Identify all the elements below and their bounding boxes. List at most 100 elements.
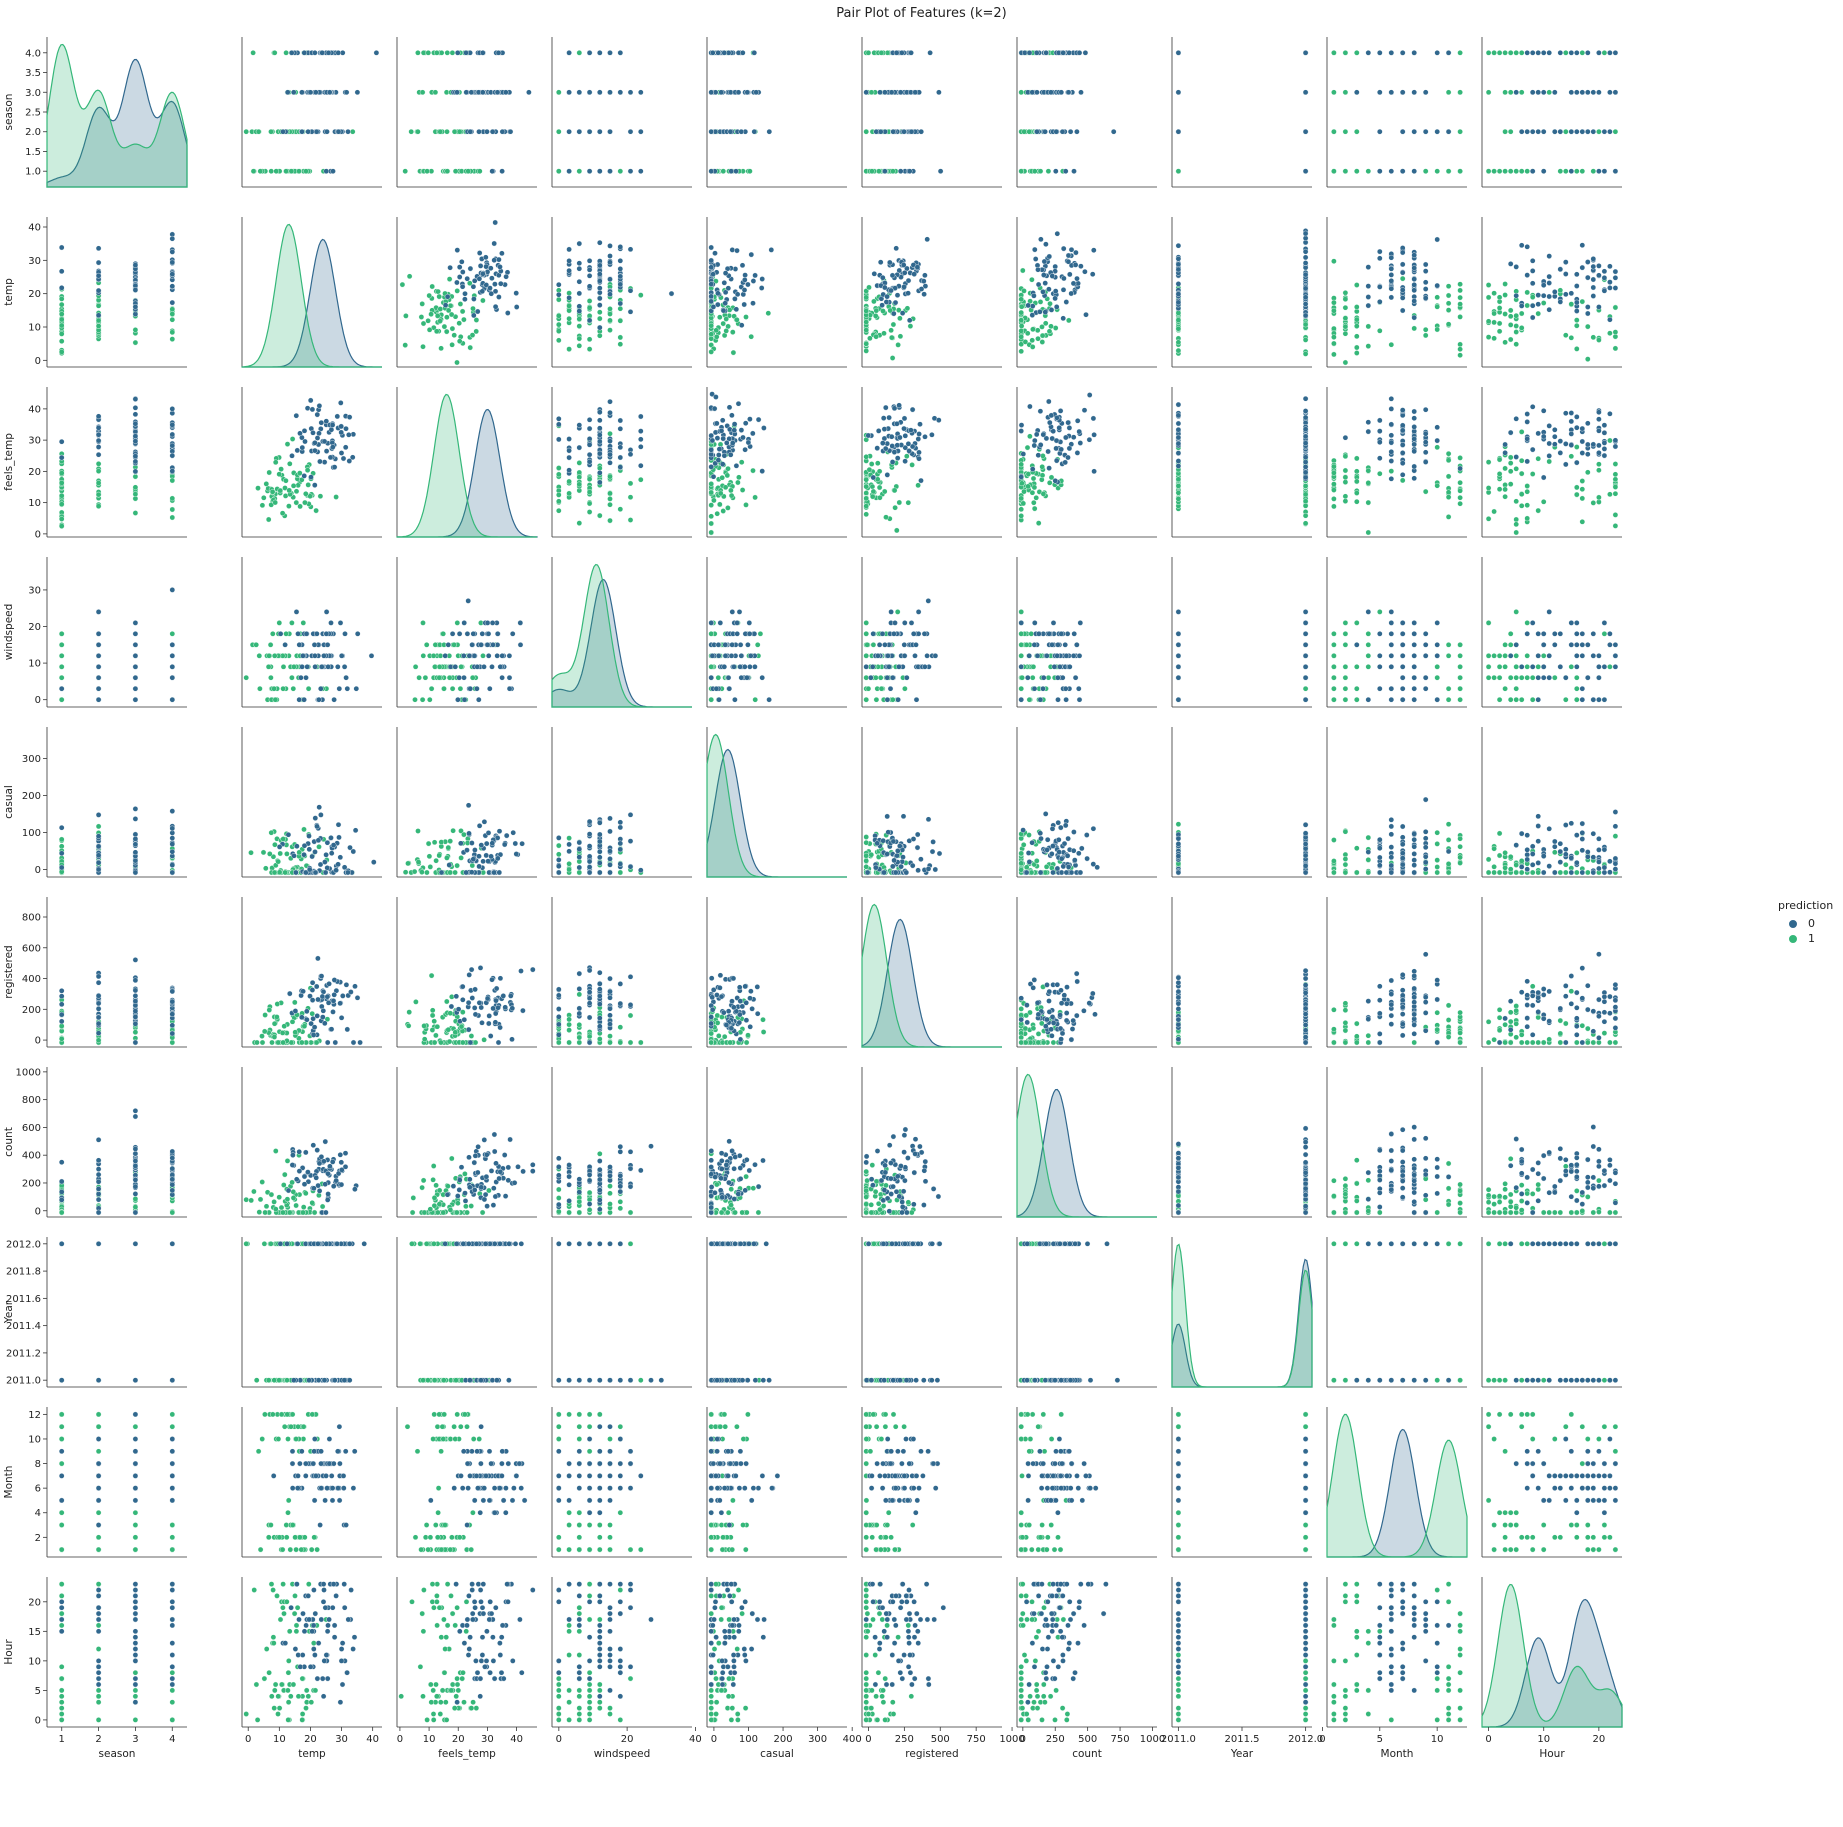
- scatter-point: [882, 90, 887, 95]
- scatter-point: [902, 642, 907, 647]
- scatter-point: [577, 241, 582, 246]
- scatter-point: [577, 50, 582, 55]
- scatter-point: [730, 440, 735, 445]
- scatter-point: [441, 686, 446, 691]
- scatter-point: [514, 291, 519, 296]
- scatter-point: [1596, 443, 1601, 448]
- scatter-point: [302, 473, 307, 478]
- scatter-point: [1486, 50, 1491, 55]
- scatter-point: [170, 307, 175, 312]
- scatter-point: [913, 642, 918, 647]
- scatter-point: [1519, 50, 1524, 55]
- scatter-point: [133, 485, 138, 490]
- scatter-point: [1303, 351, 1308, 356]
- scatter-point: [1354, 129, 1359, 134]
- scatter-point: [577, 460, 582, 465]
- scatter-point: [746, 440, 751, 445]
- scatter-point: [567, 347, 572, 352]
- scatter-point: [1176, 243, 1181, 248]
- panel-feels_temp-vs-casual: [707, 387, 847, 537]
- scatter-point: [1343, 494, 1348, 499]
- scatter-point: [890, 273, 895, 278]
- scatter-point: [1412, 90, 1417, 95]
- scatter-point: [1019, 474, 1024, 479]
- scatter-point: [1530, 129, 1535, 134]
- scatter-point: [1303, 249, 1308, 254]
- scatter-point: [1389, 255, 1394, 260]
- scatter-point: [735, 292, 740, 297]
- scatter-point: [1071, 435, 1076, 440]
- scatter-point: [890, 443, 895, 448]
- scatter-point: [871, 631, 876, 636]
- scatter-point: [739, 428, 744, 433]
- scatter-point: [880, 441, 885, 446]
- scatter-point: [1412, 416, 1417, 421]
- scatter-point: [1607, 50, 1612, 55]
- scatter-point: [921, 279, 926, 284]
- scatter-point: [1066, 253, 1071, 258]
- scatter-point: [490, 620, 495, 625]
- scatter-point: [1366, 468, 1371, 473]
- scatter-point: [1061, 246, 1066, 251]
- scatter-point: [1446, 50, 1451, 55]
- scatter-point: [1574, 169, 1579, 174]
- scatter-point: [1303, 513, 1308, 518]
- scatter-point: [1596, 273, 1601, 278]
- scatter-point: [59, 471, 64, 476]
- scatter-point: [1059, 90, 1064, 95]
- scatter-point: [720, 462, 725, 467]
- scatter-point: [312, 483, 317, 488]
- scatter-point: [885, 653, 890, 658]
- scatter-point: [1607, 317, 1612, 322]
- scatter-point: [1435, 237, 1440, 242]
- panel-temp-vs-feels_temp: [397, 217, 537, 367]
- scatter-point: [877, 90, 882, 95]
- scatter-point: [712, 251, 717, 256]
- scatter-point: [628, 452, 633, 457]
- scatter-point: [1343, 468, 1348, 473]
- scatter-point: [1343, 129, 1348, 134]
- scatter-point: [894, 246, 899, 251]
- scatter-point: [1569, 50, 1574, 55]
- scatter-point: [264, 481, 269, 486]
- scatter-point: [1458, 466, 1463, 471]
- scatter-point: [864, 504, 869, 509]
- scatter-point: [330, 422, 335, 427]
- scatter-point: [1075, 450, 1080, 455]
- scatter-point: [556, 329, 561, 334]
- scatter-point: [1331, 664, 1336, 669]
- scatter-point: [1303, 272, 1308, 277]
- scatter-point: [864, 512, 869, 517]
- scatter-point: [1389, 342, 1394, 347]
- scatter-point: [750, 301, 755, 306]
- scatter-point: [587, 273, 592, 278]
- scatter-point: [96, 323, 101, 328]
- scatter-point: [96, 273, 101, 278]
- scatter-point: [891, 631, 896, 636]
- scatter-point: [1558, 50, 1563, 55]
- scatter-point: [1569, 335, 1574, 340]
- scatter-point: [730, 642, 735, 647]
- scatter-point: [577, 324, 582, 329]
- scatter-point: [1530, 295, 1535, 300]
- scatter-point: [1446, 322, 1451, 327]
- scatter-point: [424, 642, 429, 647]
- scatter-point: [492, 241, 497, 246]
- scatter-point: [471, 284, 476, 289]
- scatter-point: [1503, 281, 1508, 286]
- scatter-point: [133, 492, 138, 497]
- scatter-point: [1525, 459, 1530, 464]
- scatter-point: [1602, 129, 1607, 134]
- scatter-point: [59, 269, 64, 274]
- scatter-point: [1303, 236, 1308, 241]
- scatter-point: [1558, 169, 1563, 174]
- scatter-point: [607, 129, 612, 134]
- scatter-point: [170, 631, 175, 636]
- scatter-point: [1423, 280, 1428, 285]
- scatter-point: [597, 263, 602, 268]
- scatter-point: [1331, 169, 1336, 174]
- scatter-point: [711, 498, 716, 503]
- scatter-point: [1574, 485, 1579, 490]
- scatter-point: [1303, 455, 1308, 460]
